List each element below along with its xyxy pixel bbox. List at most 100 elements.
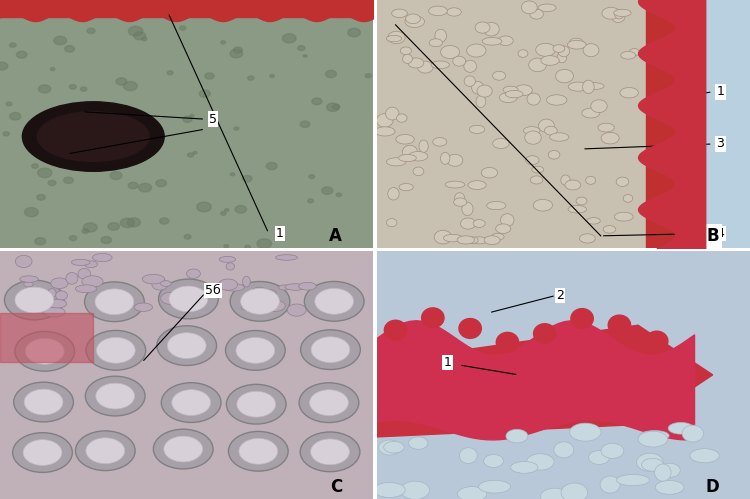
Ellipse shape bbox=[536, 43, 556, 56]
Ellipse shape bbox=[329, 302, 340, 309]
Circle shape bbox=[83, 223, 98, 232]
Polygon shape bbox=[646, 0, 750, 249]
Ellipse shape bbox=[532, 166, 544, 173]
Ellipse shape bbox=[440, 152, 450, 164]
Ellipse shape bbox=[655, 464, 671, 481]
Ellipse shape bbox=[583, 80, 594, 94]
Ellipse shape bbox=[375, 127, 395, 136]
Circle shape bbox=[184, 235, 191, 239]
Circle shape bbox=[110, 172, 122, 180]
Circle shape bbox=[326, 70, 337, 78]
Ellipse shape bbox=[429, 6, 447, 15]
Circle shape bbox=[169, 286, 208, 312]
Circle shape bbox=[233, 47, 242, 53]
Text: 1: 1 bbox=[276, 227, 284, 240]
Ellipse shape bbox=[558, 46, 569, 57]
Ellipse shape bbox=[388, 31, 405, 44]
Ellipse shape bbox=[646, 331, 668, 351]
Ellipse shape bbox=[172, 300, 190, 308]
Ellipse shape bbox=[22, 102, 164, 171]
Text: 5б: 5б bbox=[206, 284, 221, 297]
Circle shape bbox=[23, 440, 62, 466]
Ellipse shape bbox=[470, 125, 484, 133]
Ellipse shape bbox=[576, 197, 587, 205]
Ellipse shape bbox=[538, 119, 554, 132]
Ellipse shape bbox=[629, 48, 639, 56]
Ellipse shape bbox=[386, 35, 402, 42]
Circle shape bbox=[312, 98, 322, 105]
Circle shape bbox=[13, 382, 74, 422]
Ellipse shape bbox=[379, 440, 400, 455]
Ellipse shape bbox=[601, 132, 619, 144]
Ellipse shape bbox=[384, 320, 406, 340]
Circle shape bbox=[326, 103, 339, 111]
Ellipse shape bbox=[554, 442, 574, 458]
Ellipse shape bbox=[641, 459, 664, 471]
Circle shape bbox=[270, 74, 274, 77]
Circle shape bbox=[116, 78, 127, 85]
Circle shape bbox=[64, 45, 74, 52]
Ellipse shape bbox=[263, 300, 285, 311]
Ellipse shape bbox=[614, 212, 633, 221]
Ellipse shape bbox=[386, 158, 406, 166]
Circle shape bbox=[38, 85, 51, 93]
Circle shape bbox=[15, 331, 74, 371]
Circle shape bbox=[237, 391, 276, 417]
Circle shape bbox=[298, 45, 305, 50]
Circle shape bbox=[76, 431, 135, 471]
Circle shape bbox=[309, 175, 314, 179]
Ellipse shape bbox=[75, 285, 97, 292]
Ellipse shape bbox=[51, 278, 68, 288]
Circle shape bbox=[3, 132, 9, 136]
Ellipse shape bbox=[48, 299, 67, 308]
Circle shape bbox=[239, 439, 278, 464]
Circle shape bbox=[303, 55, 307, 57]
Circle shape bbox=[80, 87, 87, 91]
Circle shape bbox=[97, 337, 135, 363]
Ellipse shape bbox=[400, 481, 430, 499]
Circle shape bbox=[142, 37, 147, 41]
Ellipse shape bbox=[568, 206, 586, 213]
Circle shape bbox=[172, 390, 211, 416]
Ellipse shape bbox=[403, 54, 412, 63]
Circle shape bbox=[308, 199, 314, 203]
Ellipse shape bbox=[478, 481, 511, 493]
Ellipse shape bbox=[496, 224, 511, 234]
Ellipse shape bbox=[541, 56, 560, 65]
Circle shape bbox=[242, 176, 252, 182]
Ellipse shape bbox=[41, 304, 50, 315]
Ellipse shape bbox=[92, 253, 112, 261]
Ellipse shape bbox=[440, 45, 460, 58]
Ellipse shape bbox=[219, 256, 236, 262]
Ellipse shape bbox=[160, 280, 171, 286]
Ellipse shape bbox=[464, 60, 476, 72]
Circle shape bbox=[153, 429, 213, 469]
Ellipse shape bbox=[668, 423, 694, 434]
Ellipse shape bbox=[584, 83, 604, 90]
Ellipse shape bbox=[530, 9, 543, 19]
Ellipse shape bbox=[71, 259, 90, 265]
Ellipse shape bbox=[453, 56, 466, 66]
Ellipse shape bbox=[85, 261, 98, 267]
Circle shape bbox=[236, 337, 274, 363]
Ellipse shape bbox=[475, 22, 490, 33]
Ellipse shape bbox=[524, 127, 540, 135]
Ellipse shape bbox=[500, 214, 514, 227]
Polygon shape bbox=[0, 313, 93, 362]
Ellipse shape bbox=[527, 93, 540, 105]
Circle shape bbox=[322, 187, 333, 194]
Ellipse shape bbox=[466, 44, 486, 57]
Ellipse shape bbox=[20, 276, 38, 282]
Ellipse shape bbox=[44, 307, 65, 317]
Circle shape bbox=[300, 432, 360, 472]
Ellipse shape bbox=[48, 288, 56, 298]
Ellipse shape bbox=[637, 453, 663, 472]
Ellipse shape bbox=[384, 442, 404, 453]
Ellipse shape bbox=[568, 82, 589, 91]
Circle shape bbox=[70, 236, 76, 241]
Ellipse shape bbox=[561, 175, 570, 185]
Ellipse shape bbox=[467, 237, 478, 244]
Polygon shape bbox=[705, 0, 750, 249]
Circle shape bbox=[164, 436, 202, 462]
Ellipse shape bbox=[454, 198, 466, 206]
